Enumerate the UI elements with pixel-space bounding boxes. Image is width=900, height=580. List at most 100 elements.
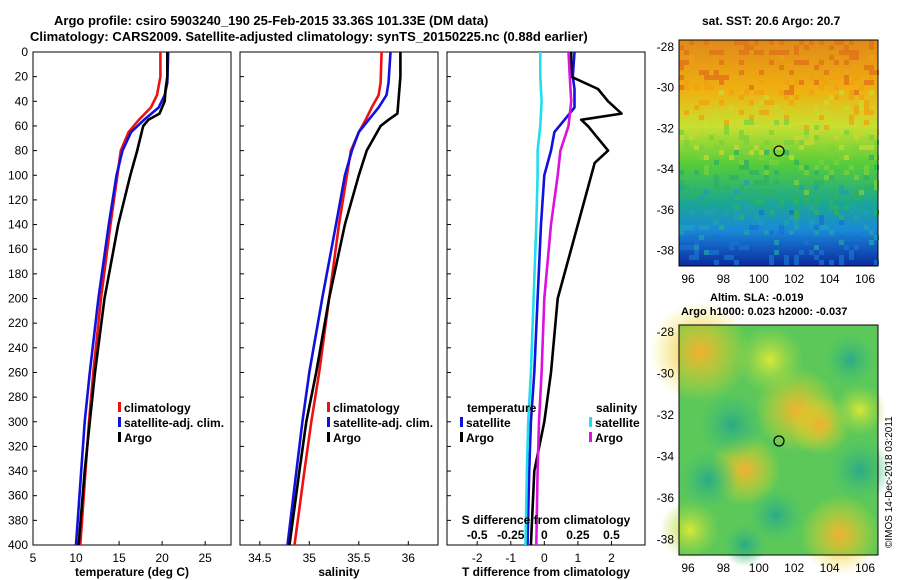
sst-pixel bbox=[774, 125, 779, 130]
sst-pixel bbox=[829, 75, 834, 80]
sst-pixel bbox=[699, 235, 704, 240]
sst-pixel bbox=[854, 235, 859, 240]
sst-pixel bbox=[714, 160, 719, 165]
sst-pixel bbox=[874, 260, 879, 265]
sst-pixel bbox=[829, 175, 834, 180]
sst-pixel bbox=[819, 85, 824, 90]
sst-pixel bbox=[839, 215, 844, 220]
sst-pixel bbox=[859, 145, 864, 150]
sst-pixel bbox=[679, 75, 684, 80]
s-tick-label: 0.25 bbox=[566, 528, 590, 542]
sst-pixel bbox=[844, 75, 849, 80]
sst-pixel bbox=[864, 170, 869, 175]
sst-pixel bbox=[824, 100, 829, 105]
sst-pixel bbox=[864, 165, 869, 170]
sst-pixel bbox=[719, 80, 724, 85]
sst-pixel bbox=[789, 195, 794, 200]
sst-pixel bbox=[834, 75, 839, 80]
sst-pixel bbox=[859, 190, 864, 195]
sst-pixel bbox=[819, 215, 824, 220]
sst-pixel bbox=[809, 220, 814, 225]
sst-pixel bbox=[829, 145, 834, 150]
sst-pixel bbox=[739, 95, 744, 100]
legend-mark-argo bbox=[327, 432, 330, 442]
sst-pixel bbox=[824, 165, 829, 170]
sst-pixel bbox=[794, 220, 799, 225]
sst-pixel bbox=[804, 140, 809, 145]
legend-label-s-argo: Argo bbox=[595, 431, 623, 445]
sst-pixel bbox=[714, 220, 719, 225]
sst-pixel bbox=[704, 170, 709, 175]
sst-pixel bbox=[764, 230, 769, 235]
sst-pixel bbox=[784, 95, 789, 100]
sst-pixel bbox=[759, 110, 764, 115]
sst-pixel bbox=[809, 205, 814, 210]
sst-pixel bbox=[764, 150, 769, 155]
sst-pixel bbox=[784, 80, 789, 85]
sst-pixel bbox=[699, 120, 704, 125]
sst-pixel bbox=[704, 70, 709, 75]
sst-pixel bbox=[689, 55, 694, 60]
sst-pixel bbox=[724, 185, 729, 190]
sst-pixel bbox=[834, 160, 839, 165]
sst-pixel bbox=[794, 160, 799, 165]
depth-tick-label: 240 bbox=[8, 341, 28, 355]
sst-pixel bbox=[799, 135, 804, 140]
lon-tick-label: 106 bbox=[855, 561, 875, 575]
sst-pixel bbox=[754, 105, 759, 110]
sst-pixel bbox=[774, 160, 779, 165]
sst-pixel bbox=[744, 165, 749, 170]
legend-mark-t-satellite bbox=[460, 417, 463, 427]
x-tick-label: 0 bbox=[541, 551, 548, 565]
sst-pixel bbox=[839, 130, 844, 135]
sst-pixel bbox=[864, 120, 869, 125]
x-tick-label: 5 bbox=[30, 551, 37, 565]
sst-pixel bbox=[729, 240, 734, 245]
sst-pixel bbox=[869, 65, 874, 70]
sst-pixel bbox=[744, 230, 749, 235]
sst-pixel bbox=[824, 175, 829, 180]
sst-pixel bbox=[854, 75, 859, 80]
sst-pixel bbox=[759, 90, 764, 95]
sst-pixel bbox=[689, 235, 694, 240]
sst-pixel bbox=[834, 70, 839, 75]
sla-anomaly bbox=[723, 523, 767, 567]
sst-map: -28 -30 -32 -34 -36 -38 96 98 100 102 104 106 bbox=[657, 39, 879, 286]
sst-pixel bbox=[754, 40, 759, 45]
legend-label-climatology: climatology bbox=[333, 401, 400, 415]
s-tick-label: -0.5 bbox=[467, 528, 488, 542]
sst-pixel bbox=[749, 150, 754, 155]
argo-location-marker bbox=[773, 145, 785, 157]
sst-pixel bbox=[704, 85, 709, 90]
sst-pixel bbox=[814, 110, 819, 115]
lat-tick-label: -34 bbox=[657, 449, 675, 463]
sst-pixel bbox=[759, 200, 764, 205]
sla-anomaly bbox=[698, 391, 766, 459]
sst-pixel bbox=[874, 235, 879, 240]
sst-pixel bbox=[854, 50, 859, 55]
sst-pixel bbox=[689, 200, 694, 205]
sst-pixel bbox=[849, 90, 854, 95]
sst-pixel bbox=[769, 160, 774, 165]
sst-pixel bbox=[704, 40, 709, 45]
sst-pixel bbox=[839, 40, 844, 45]
legend-mark-t-argo bbox=[460, 432, 463, 442]
sst-pixel bbox=[819, 220, 824, 225]
sst-pixel bbox=[704, 75, 709, 80]
sst-pixel bbox=[689, 40, 694, 45]
sst-pixel bbox=[814, 65, 819, 70]
sst-pixel bbox=[739, 70, 744, 75]
sst-pixel bbox=[704, 80, 709, 85]
sst-pixel bbox=[839, 220, 844, 225]
sst-pixel bbox=[779, 120, 784, 125]
sst-pixel bbox=[814, 195, 819, 200]
lat-tick-label: -32 bbox=[657, 121, 675, 135]
lat-tick-label: -36 bbox=[657, 491, 675, 505]
sst-pixel bbox=[679, 85, 684, 90]
sst-pixel bbox=[764, 180, 769, 185]
sst-pixel bbox=[719, 115, 724, 120]
sst-pixel bbox=[779, 230, 784, 235]
sst-pixel bbox=[864, 100, 869, 105]
sst-pixel bbox=[734, 150, 739, 155]
sst-pixel bbox=[824, 110, 829, 115]
